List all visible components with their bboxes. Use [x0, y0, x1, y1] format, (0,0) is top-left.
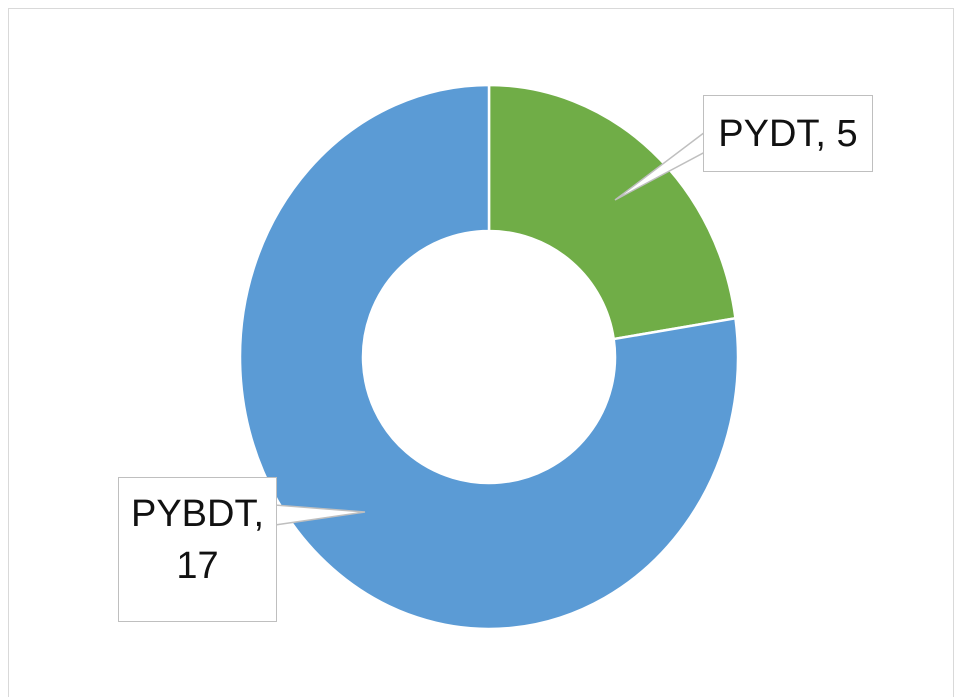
chart-frame — [8, 8, 954, 697]
slice — [238, 83, 740, 631]
data-label: PYDT, 5 — [703, 95, 873, 172]
data-label: PYBDT, 17 — [118, 477, 277, 622]
slices — [238, 83, 740, 631]
slice — [487, 83, 737, 341]
